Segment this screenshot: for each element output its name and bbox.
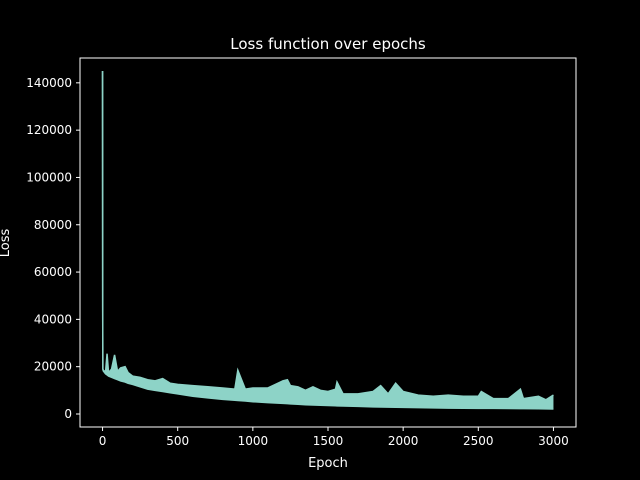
x-axis: 0 500 1000 1500 2000 2500 3000 xyxy=(99,427,569,448)
y-axis-label: Loss xyxy=(0,229,13,258)
chart-title: Loss function over epochs xyxy=(230,35,426,53)
x-tick-label: 3000 xyxy=(538,434,569,448)
y-tick-label: 120000 xyxy=(26,123,72,137)
x-tick-label: 1500 xyxy=(313,434,344,448)
x-tick-label: 1000 xyxy=(238,434,269,448)
y-axis: 0 20000 40000 60000 80000 100000 120000 140000 xyxy=(26,76,80,421)
loss-series-band xyxy=(102,71,554,410)
loss-series-upper-line xyxy=(101,71,554,401)
y-tick-label: 60000 xyxy=(34,265,72,279)
y-tick-label: 0 xyxy=(64,407,72,421)
x-tick-label: 500 xyxy=(166,434,189,448)
axes-frame xyxy=(79,57,577,428)
y-tick-label: 80000 xyxy=(34,218,72,232)
x-tick-label: 2000 xyxy=(388,434,419,448)
x-axis-label: Epoch xyxy=(308,456,348,471)
y-tick-label: 140000 xyxy=(26,76,72,90)
x-tick-label: 2500 xyxy=(463,434,494,448)
y-tick-label: 100000 xyxy=(26,170,72,184)
y-tick-label: 20000 xyxy=(34,360,72,374)
y-tick-label: 40000 xyxy=(34,312,72,326)
x-tick-label: 0 xyxy=(99,434,107,448)
plot-area xyxy=(101,71,554,410)
loss-series-lower-line xyxy=(101,71,554,410)
